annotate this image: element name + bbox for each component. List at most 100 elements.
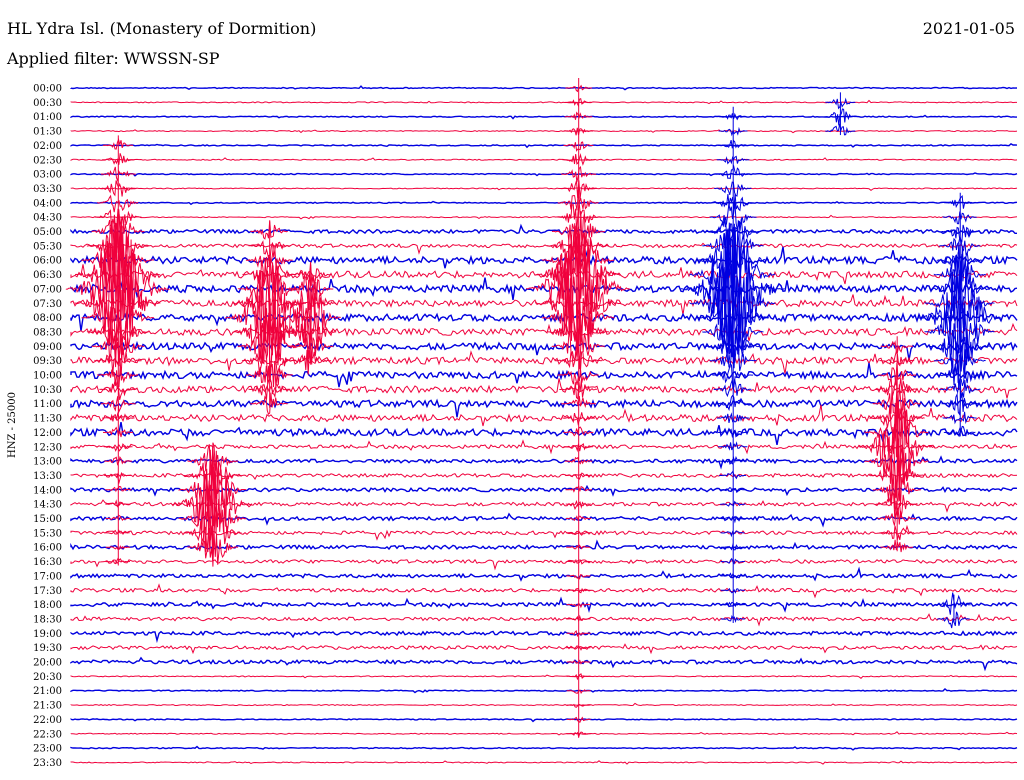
event-5-row-29 [719, 500, 746, 507]
event-5-row-17 [702, 307, 764, 362]
event-6-row-24 [943, 425, 976, 437]
event-5-row-30 [720, 515, 746, 524]
event-5-row-18 [705, 325, 760, 369]
event-1-row-21 [248, 376, 291, 400]
event-4-row-41 [566, 673, 591, 681]
event-3-row-32 [187, 525, 239, 567]
time-tick-1830: 18:30 [33, 614, 62, 625]
time-tick-0800: 08:00 [33, 313, 62, 324]
time-tick-2100: 21:00 [33, 686, 62, 697]
time-tick-1900: 19:00 [33, 629, 62, 640]
event-0-row-22 [100, 396, 136, 414]
event-5-row-5 [716, 155, 750, 165]
event-5-row-32 [720, 543, 745, 551]
event-0-row-24 [102, 426, 133, 438]
event-0-row-31 [105, 529, 130, 535]
time-tick-2000: 20:00 [33, 658, 62, 669]
event-4-row-6 [560, 166, 597, 183]
event-5-row-22 [715, 394, 751, 412]
event-5-row-14 [680, 228, 785, 356]
time-tick-0300: 03:00 [33, 170, 62, 181]
trace-row-1300 [70, 454, 1018, 470]
event-9-row-2 [824, 108, 856, 126]
event-5-row-23 [716, 412, 750, 424]
trace-row-0800 [70, 311, 1018, 332]
event-4-row-40 [566, 659, 591, 665]
trace-row-0630 [70, 264, 1018, 288]
event-0-row-27 [103, 471, 132, 479]
event-4-row-31 [566, 530, 591, 536]
event-3 [172, 442, 253, 567]
event-2-row-18 [287, 330, 334, 365]
event-2 [280, 261, 341, 375]
trace-row-0930 [70, 350, 1018, 374]
event-5-row-27 [718, 470, 747, 480]
time-tick-2330: 23:30 [33, 758, 62, 769]
event-0-row-26 [104, 456, 132, 466]
trace-row-1200 [70, 421, 1018, 446]
trace-row-1500 [70, 512, 1018, 528]
event-7-row-22 [872, 384, 921, 419]
event-2-row-14 [286, 273, 334, 307]
event-7-row-31 [878, 525, 915, 541]
trace-row-2130 [70, 702, 1018, 707]
trace-row-2200 [70, 717, 1018, 723]
event-6-row-12 [936, 243, 983, 276]
event-4-row-26 [564, 456, 593, 465]
time-tick-0730: 07:30 [33, 299, 62, 310]
trace-row-0200 [70, 143, 1018, 149]
trace-row-0900 [70, 338, 1018, 361]
trace-row-0700 [70, 277, 1018, 301]
trace-row-2000 [70, 656, 1018, 672]
time-tick-1330: 13:30 [33, 471, 62, 482]
time-tick-0130: 01:30 [33, 127, 62, 138]
event-0-row-28 [105, 485, 132, 493]
event-3-row-27 [183, 447, 242, 494]
time-tick-1230: 12:30 [33, 442, 62, 453]
trace-row-1130 [70, 404, 1018, 427]
event-6-row-22 [941, 392, 979, 416]
time-tick-1300: 13:00 [33, 457, 62, 468]
event-0-row-30 [105, 514, 131, 522]
event-4-row-24 [563, 426, 594, 437]
event-2-row-13 [290, 261, 332, 286]
event-5-row-8 [712, 193, 754, 212]
trace-row-0230 [70, 157, 1018, 161]
event-4-row-44 [566, 716, 591, 723]
event-2-row-19 [289, 349, 332, 375]
event-4-row-42 [566, 689, 591, 695]
event-4-row-16 [541, 289, 615, 357]
event-5-row-34 [720, 572, 745, 579]
event-5-row-6 [715, 164, 751, 180]
event-4-row-34 [566, 573, 591, 580]
trace-row-0730 [70, 294, 1018, 315]
event-5-row-16 [696, 282, 769, 355]
time-tick-0630: 06:30 [33, 270, 62, 281]
trace-row-0300 [70, 172, 1018, 177]
event-4-row-43 [566, 703, 591, 708]
trace-row-0830 [70, 322, 1018, 342]
event-8 [935, 592, 971, 629]
time-tick-0030: 00:30 [33, 98, 62, 109]
time-tick-0700: 07:00 [33, 284, 62, 295]
event-4-row-37 [566, 614, 591, 623]
event-5-row-11 [702, 219, 764, 274]
event-0-row-16 [81, 293, 155, 355]
event-1-row-11 [248, 240, 291, 261]
event-1 [225, 220, 314, 415]
trace-row-1830 [70, 613, 1018, 627]
event-0-row-6 [100, 166, 136, 183]
event-1-row-20 [245, 360, 293, 389]
event-0-row-21 [99, 380, 137, 401]
time-tick-1430: 14:30 [33, 500, 62, 511]
event-2-row-17 [283, 314, 337, 350]
event-5-row-21 [713, 379, 752, 398]
event-4-row-38 [566, 630, 591, 638]
trace-row-1230 [70, 439, 1018, 455]
trace-row-2300 [70, 745, 1018, 751]
time-tick-0900: 09:00 [33, 342, 62, 353]
y-axis-label: HNZ - 25000 [7, 392, 18, 458]
event-4-row-32 [566, 544, 591, 550]
event-0-row-4 [103, 138, 134, 150]
event-4-row-25 [563, 442, 593, 453]
